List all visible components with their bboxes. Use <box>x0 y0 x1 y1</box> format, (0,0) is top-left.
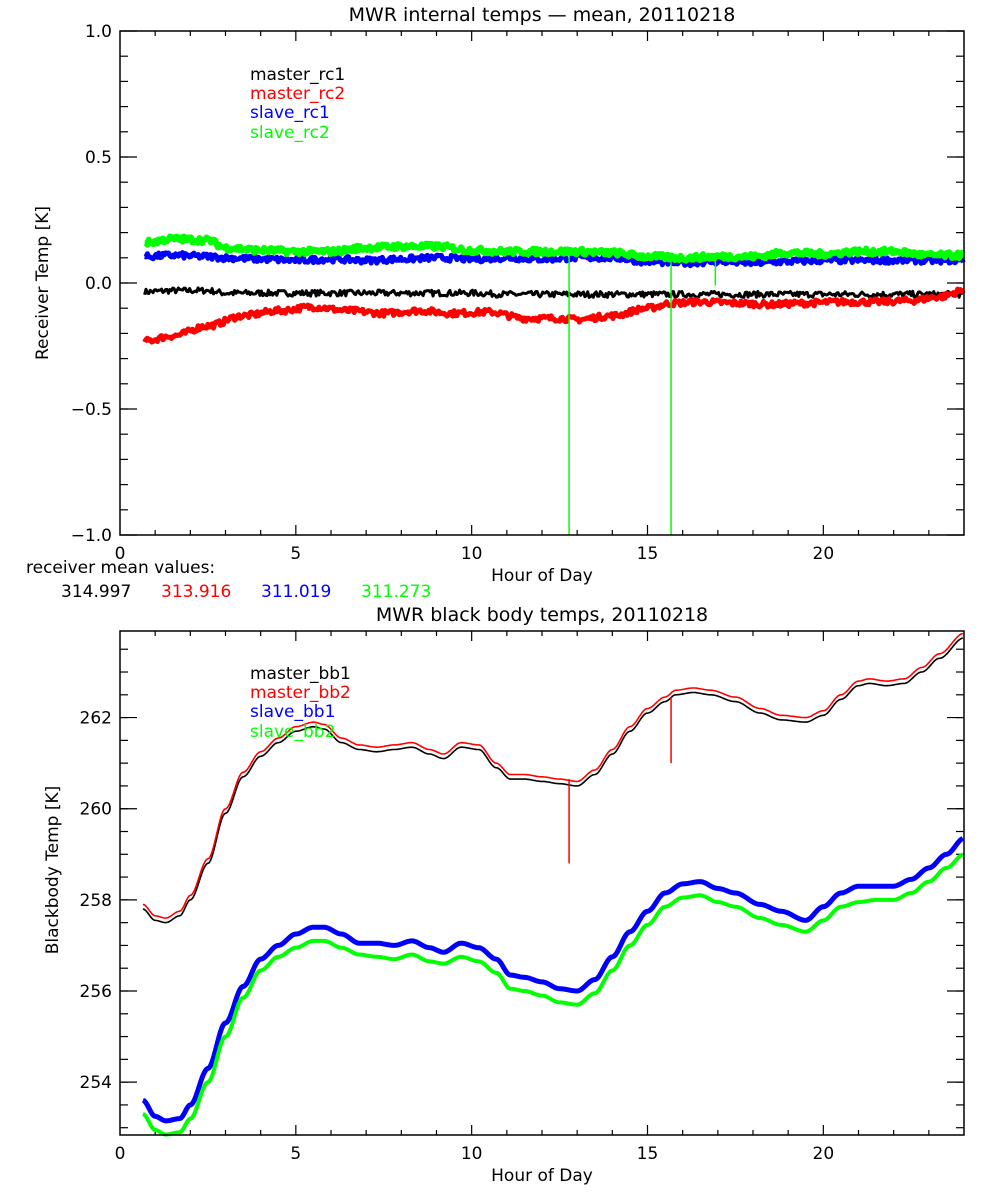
blackbody-temp-plot: MWR black body temps, 20110218 254 256 258… <box>43 604 965 1186</box>
chart-title: MWR internal temps — mean, 20110218 <box>349 4 736 26</box>
legend: master_rc1 master_rc2 slave_rc1 slave_rc… <box>250 65 345 143</box>
legend-entry: slave_rc1 <box>250 103 330 123</box>
legend-entry: master_bb1 <box>250 664 351 684</box>
axis-tick-marks <box>120 631 964 1135</box>
mean-value: 314.997 <box>61 582 131 602</box>
legend-entry: slave_bb1 <box>250 702 335 722</box>
series-layer <box>141 632 965 1137</box>
series-line-master_rc1 <box>143 286 965 299</box>
mean-values-label: receiver mean values: <box>26 558 215 578</box>
legend-entry: master_bb2 <box>250 683 351 703</box>
x-tick-label: 10 <box>461 1144 483 1164</box>
series-layer <box>142 233 966 535</box>
series-line-master_bb2 <box>142 632 964 919</box>
x-tick-label: 15 <box>637 544 659 564</box>
y-axis-label: Blackbody Temp [K] <box>43 786 63 955</box>
y-tick-label: 0.0 <box>85 274 112 294</box>
series-line-slave_bb2 <box>142 852 964 1137</box>
y-tick-labels: −1.0 −0.5 0.0 0.5 1.0 <box>71 22 112 546</box>
legend-entry: master_rc2 <box>250 84 345 104</box>
y-tick-label: 1.0 <box>85 22 112 42</box>
y-tick-label: 262 <box>80 709 112 729</box>
plot-frame <box>119 30 965 536</box>
x-tick-labels: 0 5 10 15 20 <box>115 544 835 564</box>
y-tick-label: 258 <box>80 891 112 911</box>
plot-frame <box>119 630 965 1136</box>
y-axis-label: Receiver Temp [K] <box>33 206 53 360</box>
x-tick-label: 20 <box>813 1144 835 1164</box>
x-tick-label: 5 <box>290 1144 301 1164</box>
x-tick-label: 5 <box>290 544 301 564</box>
series-line-slave_rc2 <box>143 233 966 264</box>
chart-title: MWR black body temps, 20110218 <box>376 604 708 626</box>
mean-value: 313.916 <box>161 582 231 602</box>
y-tick-label: −0.5 <box>71 400 112 420</box>
axis-tick-marks <box>120 30 964 536</box>
legend-entry: slave_bb2 <box>250 722 335 742</box>
x-tick-label: 0 <box>115 1144 126 1164</box>
legend: master_bb1 master_bb2 slave_bb1 slave_bb… <box>250 664 351 742</box>
y-tick-labels: 254 256 258 260 262 <box>80 709 112 1094</box>
x-tick-label: 20 <box>813 544 835 564</box>
series-line-slave_bb1 <box>141 836 965 1124</box>
mean-value: 311.019 <box>261 582 331 602</box>
mean-values: receiver mean values: 314.997 313.916 31… <box>26 558 431 602</box>
mean-value: 311.273 <box>361 582 431 602</box>
y-tick-label: −1.0 <box>71 526 112 546</box>
y-tick-label: 254 <box>80 1073 112 1093</box>
y-tick-label: 0.5 <box>85 148 112 168</box>
legend-entry: master_rc1 <box>250 65 345 85</box>
y-tick-label: 256 <box>80 982 112 1002</box>
series-line-master_rc2 <box>142 286 966 345</box>
x-axis-label: Hour of Day <box>491 1166 593 1186</box>
x-tick-label: 0 <box>115 544 126 564</box>
x-tick-labels: 0 5 10 15 20 <box>115 1144 835 1164</box>
receiver-temp-plot: MWR internal temps — mean, 20110218 −1.0… <box>26 4 966 602</box>
x-axis-label: Hour of Day <box>491 566 593 586</box>
x-tick-label: 10 <box>461 544 483 564</box>
series-line-master_bb1 <box>142 637 964 924</box>
y-tick-label: 260 <box>80 800 112 820</box>
x-tick-label: 15 <box>637 1144 659 1164</box>
legend-entry: slave_rc2 <box>250 123 330 143</box>
